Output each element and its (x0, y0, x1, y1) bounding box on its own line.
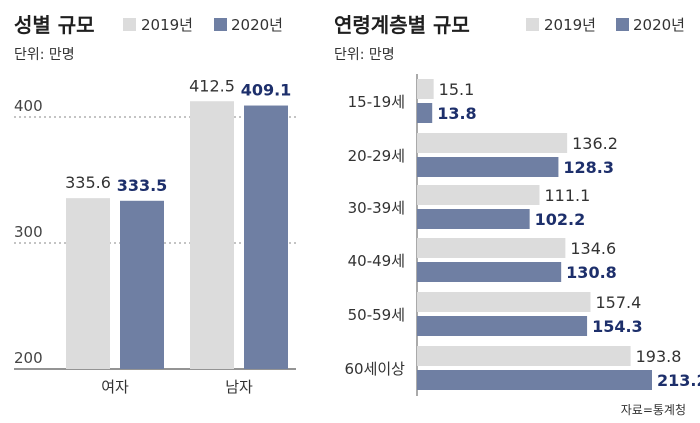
gender-bar-2020 (120, 200, 164, 369)
age-legend-2020-swatch (616, 18, 629, 31)
gender-y-tick-label: 400 (14, 97, 43, 115)
gender-category-labels: 여자 남자 (101, 378, 253, 396)
age-bar-2019 (417, 185, 540, 205)
age-chart-title: 연령계층별 규모 (334, 13, 470, 37)
age-unit-label: 단위: 만명 (334, 47, 395, 63)
age-value-label: 213.2 (657, 371, 700, 390)
gender-value-labels: 335.6 333.5 412.5 409.1 (65, 76, 291, 195)
gender-legend-2019-swatch (123, 18, 136, 31)
age-bar-2019 (417, 292, 591, 312)
gender-chart: 성별 규모 2019년 2020년 단위: 만명 200 300 400 335.6… (14, 13, 296, 396)
age-value-label: 111.1 (544, 186, 590, 205)
age-category-label: 15-19세 (348, 93, 405, 111)
age-category-label: 60세이상 (345, 360, 406, 378)
age-bar-2019 (417, 346, 631, 366)
gender-chart-title: 성별 규모 (14, 13, 95, 37)
age-bars: 15.1 13.8 15-19세 136.2 128.3 20-29세 111.1 102.2… (345, 74, 700, 396)
gender-legend-2020-label: 2020년 (231, 16, 283, 34)
gender-legend-2020-swatch (214, 18, 227, 31)
age-category-label: 20-29세 (348, 147, 405, 165)
age-chart: 연령계층별 규모 2019년 2020년 단위: 만명 15.1 13.8 15-1… (334, 13, 700, 396)
gender-value-label: 335.6 (65, 173, 111, 192)
gender-bar-2019 (190, 101, 234, 369)
gender-legend-2019-label: 2019년 (141, 16, 193, 34)
age-value-label: 13.8 (437, 104, 476, 123)
gender-bar-2020 (244, 105, 288, 369)
age-bar-2019 (417, 238, 566, 258)
age-category-label: 30-39세 (348, 199, 405, 217)
age-bar-2020 (417, 262, 562, 282)
age-legend-2019-swatch (526, 18, 539, 31)
age-legend-2019-label: 2019년 (544, 16, 596, 34)
age-bar-2020 (417, 316, 588, 336)
gender-value-label: 412.5 (189, 76, 235, 95)
gender-category-label: 남자 (225, 378, 253, 396)
age-value-label: 154.3 (592, 317, 643, 336)
age-value-label: 136.2 (572, 134, 618, 153)
age-category-label: 50-59세 (348, 306, 405, 324)
gender-y-tick-label: 200 (14, 349, 43, 367)
age-value-label: 15.1 (439, 80, 475, 99)
age-value-label: 157.4 (595, 293, 641, 312)
age-bar-2019 (417, 79, 434, 99)
age-bar-2020 (417, 370, 652, 390)
age-value-label: 193.8 (636, 347, 682, 366)
age-category-label: 40-49세 (348, 252, 405, 270)
gender-value-label: 333.5 (117, 176, 168, 195)
age-bar-2020 (417, 103, 433, 123)
gender-bars (66, 101, 288, 369)
age-bar-2019 (417, 133, 568, 153)
age-value-label: 102.2 (535, 210, 586, 229)
gender-bar-2019 (66, 198, 110, 369)
age-legend-2020-label: 2020년 (633, 16, 685, 34)
age-value-label: 128.3 (563, 158, 614, 177)
age-value-label: 130.8 (566, 263, 617, 282)
gender-category-label: 여자 (101, 378, 129, 396)
age-bar-2020 (417, 209, 530, 229)
age-bar-2020 (417, 157, 559, 177)
source-note: 자료=통계청 (621, 403, 686, 417)
gender-unit-label: 단위: 만명 (14, 47, 75, 63)
gender-y-tick-label: 300 (14, 223, 43, 241)
age-value-label: 134.6 (570, 239, 616, 258)
gender-value-label: 409.1 (241, 81, 292, 100)
